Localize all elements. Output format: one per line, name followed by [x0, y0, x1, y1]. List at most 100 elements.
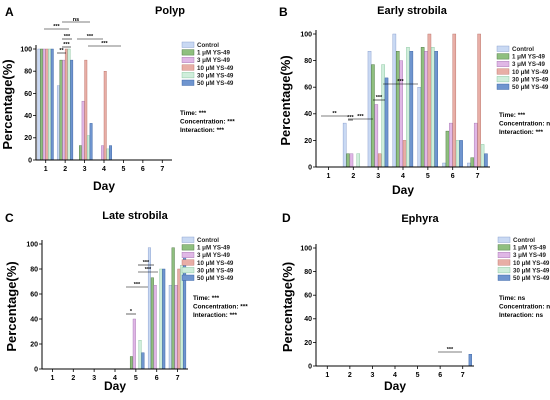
- x-axis-label: Day: [104, 379, 126, 393]
- bar-30-m-ys-49-day-5: [431, 47, 435, 168]
- y-tick-label: 100: [300, 31, 312, 38]
- legend-swatch: [181, 267, 195, 274]
- legend-swatch: [181, 57, 195, 63]
- bar-30-m-ys-49-day-7: [180, 265, 184, 370]
- bar-3-m-ys-49-day-2: [62, 59, 66, 161]
- bar-50-m-ys-49-day-6: [459, 140, 463, 168]
- y-tick-label: 100: [20, 46, 32, 53]
- x-tick-label: 3: [370, 372, 374, 379]
- x-tick-label: 1: [44, 166, 48, 173]
- bar-30-m-ys-49-day-3: [381, 64, 385, 168]
- bar-1-m-ys-49-day-7: [171, 247, 175, 370]
- bar-3-m-ys-49-day-2: [349, 153, 354, 168]
- y-axis-label: Percentage(%): [0, 59, 15, 149]
- legend-swatch: [496, 76, 510, 83]
- significance-label: ***: [64, 34, 71, 40]
- significance-label: ***: [101, 41, 108, 47]
- y-tick-label: 20: [304, 138, 312, 145]
- legend-label: 3 μM YS-49: [513, 252, 546, 259]
- stats-line: Interaction: ***: [193, 312, 238, 319]
- bar-30-m-ys-49-day-4: [406, 47, 410, 168]
- bar-3-m-ys-49-day-1: [42, 48, 46, 161]
- bar-10-m-ys-49-day-3: [84, 59, 88, 161]
- y-tick-label: 80: [30, 266, 38, 273]
- y-tick-label: 60: [304, 293, 312, 300]
- bar-1-m-ys-49-day-5: [420, 47, 425, 168]
- legend-label: 30 μM YS-49: [197, 72, 234, 79]
- legend-swatch: [181, 64, 195, 71]
- y-tick-label: 0: [28, 157, 32, 164]
- x-tick-label: 2: [63, 166, 67, 173]
- legend-swatch: [496, 68, 510, 75]
- legend-label: 30 μM YS-49: [513, 267, 550, 274]
- bar-50-m-ys-49-day-2: [70, 59, 74, 161]
- panel-a: A Polyp Percentage(%) Day 0 20 40 60 80 100 1 2 3 4 5 6…: [0, 5, 235, 193]
- y-tick-label: 60: [304, 85, 312, 92]
- x-tick-label: 3: [83, 166, 87, 173]
- bar-10-m-ys-49-day-3: [377, 153, 382, 168]
- bar-10-m-ys-49-day-4: [103, 70, 107, 161]
- legend-swatch: [181, 49, 195, 56]
- y-tick-label: 60: [30, 291, 38, 298]
- bar-3-m-ys-49-day-3: [374, 104, 379, 168]
- legend-swatch: [181, 244, 195, 251]
- legend-label: 3 μM YS-49: [512, 61, 545, 68]
- legend-swatch: [496, 83, 510, 90]
- chart-title: Late strobila: [102, 210, 168, 222]
- y-tick-label: 40: [30, 316, 38, 323]
- bar-10-m-ys-49-day-1: [45, 48, 49, 161]
- x-tick-label: 6: [438, 372, 442, 379]
- legend-label: 50 μM YS-49: [197, 275, 234, 282]
- y-tick-label: 20: [24, 135, 32, 142]
- significance-label: ***: [134, 282, 141, 288]
- legend-label: 1 μM YS-49: [197, 50, 230, 57]
- bar-10-m-ys-49-day-6: [452, 33, 457, 168]
- y-axis-label: Percentage(%): [4, 261, 19, 351]
- x-tick-label: 6: [155, 375, 159, 382]
- bar-30-m-ys-49-day-2: [67, 48, 71, 161]
- x-axis-label: Day: [392, 183, 414, 197]
- x-tick-label: 4: [393, 372, 397, 379]
- legend-swatch: [497, 259, 511, 266]
- chart-title: Early strobila: [377, 5, 448, 17]
- legend-label: 10 μM YS-49: [512, 69, 549, 76]
- legend-swatch: [496, 53, 510, 60]
- panel-letter: D: [282, 211, 291, 225]
- legend-swatch: [181, 72, 195, 79]
- y-tick-label: 0: [308, 164, 312, 171]
- y-tick-label: 60: [24, 91, 32, 98]
- bar-50-m-ys-49-day-7: [468, 354, 472, 367]
- significance-label: **: [332, 111, 337, 117]
- y-tick-label: 20: [304, 340, 312, 347]
- bar-1-m-ys-49-day-2: [59, 59, 63, 161]
- bar-1-m-ys-49-day-3: [79, 145, 82, 161]
- significance-label: ***: [145, 267, 152, 273]
- x-tick-label: 5: [416, 372, 420, 379]
- bar-10-m-ys-49-day-5: [427, 33, 432, 168]
- legend-label: 10 μM YS-49: [197, 65, 234, 72]
- bar-control-day-1: [37, 48, 41, 161]
- bar-control-day-5: [417, 86, 422, 168]
- y-tick-label: 80: [24, 69, 32, 76]
- legend-label: 1 μM YS-49: [513, 245, 546, 252]
- legend-label: 1 μM YS-49: [512, 54, 545, 61]
- panel-letter: A: [5, 5, 14, 19]
- bar-1-m-ys-49-day-7: [470, 157, 475, 168]
- bar-1-m-ys-49-day-3: [371, 64, 375, 168]
- bar-50-m-ys-49-day-7: [183, 256, 187, 370]
- bar-30-m-ys-49-day-6: [455, 140, 460, 168]
- bar-control-day-7: [467, 162, 471, 168]
- significance-label: ***: [63, 42, 70, 48]
- legend-label: 10 μM YS-49: [197, 260, 234, 267]
- stats-line: Time: ***: [193, 295, 220, 302]
- x-tick-label: 3: [376, 173, 380, 180]
- bar-50-m-ys-49-day-5: [434, 51, 438, 168]
- legend-swatch: [181, 41, 195, 48]
- x-tick-label: 4: [102, 166, 106, 173]
- stats-line: Time: ***: [180, 110, 207, 117]
- x-tick-label: 6: [141, 166, 145, 173]
- y-tick-label: 80: [304, 58, 312, 65]
